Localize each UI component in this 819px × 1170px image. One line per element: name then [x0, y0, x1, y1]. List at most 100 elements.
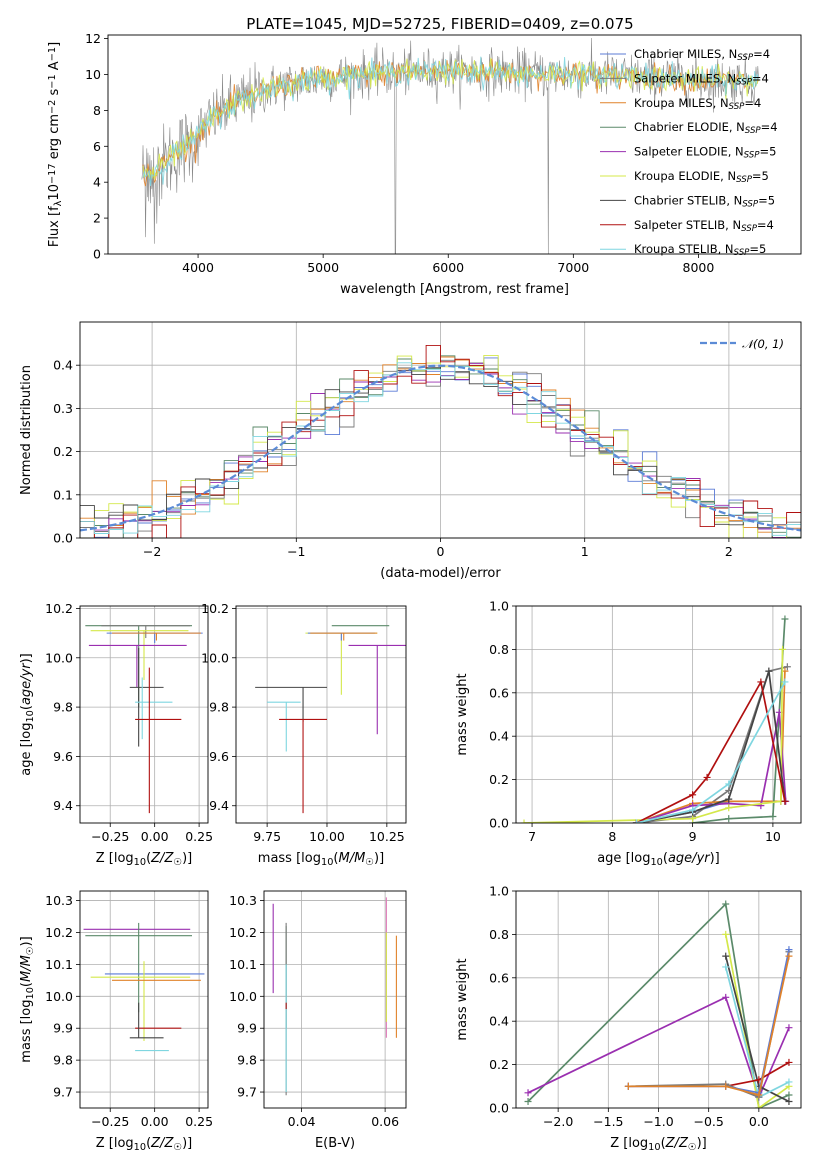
- x-axis-label: wavelength [Angstrom, rest frame]: [340, 282, 569, 297]
- mass-weight-line: [527, 996, 790, 1100]
- x-tick-label: −0.5: [693, 1114, 723, 1129]
- y-tick-label: 0.6: [489, 685, 509, 700]
- data-point-marker: [785, 946, 793, 954]
- y-tick-label: 9.8: [53, 1053, 73, 1068]
- histogram-step-line: [80, 344, 801, 538]
- x-tick-label: −2: [143, 544, 161, 559]
- mass-weight-line: [636, 681, 786, 823]
- legend-entry: Chabrier MILES, NSSP=4: [634, 47, 770, 63]
- x-tick-label: 0: [437, 544, 445, 559]
- data-point-marker: [765, 667, 773, 675]
- x-tick-label: 2: [725, 544, 733, 559]
- data-point-marker: [524, 1089, 532, 1097]
- data-point-marker: [689, 791, 697, 799]
- axes-frame: [79, 321, 802, 539]
- y-tick-label: 0.2: [489, 772, 509, 787]
- y-tick-label: 10.3: [45, 893, 73, 908]
- legend-entry: Kroupa ELODIE, NSSP=5: [634, 169, 769, 185]
- data-point-marker: [785, 1091, 793, 1099]
- data-point-marker: [624, 1082, 632, 1090]
- plot-area: [255, 625, 406, 814]
- data-point-marker: [722, 993, 730, 1001]
- mass-weight-line: [628, 955, 790, 1097]
- x-tick-label: −2.0: [543, 1114, 573, 1129]
- plot-area: [80, 344, 801, 538]
- data-point-marker: [689, 806, 697, 814]
- data-point-marker: [722, 1082, 730, 1090]
- plot-area: [524, 900, 793, 1108]
- x-tick-label: 1: [581, 544, 589, 559]
- y-axis-label: mass weight: [455, 673, 470, 755]
- x-axis-label: E(B-V): [315, 1136, 355, 1151]
- plot-area: [520, 615, 791, 823]
- legend-entry: Chabrier STELIB, NSSP=5: [634, 193, 775, 209]
- data-point-marker: [703, 773, 711, 781]
- x-tick-label: 7000: [557, 260, 589, 275]
- y-tick-label: 1.0: [489, 599, 509, 614]
- legend-entry: Kroupa STELIB, NSSP=5: [634, 242, 766, 258]
- y-tick-label: 10.2: [229, 925, 257, 940]
- data-point-marker: [781, 797, 789, 805]
- data-point-marker: [689, 815, 697, 823]
- y-tick-label: 8: [93, 103, 101, 118]
- mass-vs-ebv-panel: 0.04 0.06 9.7 9.8 9.9 10.0 10.1 10.2 10.3 E(B-V): [229, 890, 407, 1151]
- x-tick-label: 5000: [307, 260, 339, 275]
- data-point-marker: [722, 900, 730, 908]
- x-axis-label: mass [log10(M/M☉)]: [258, 851, 384, 868]
- x-axis-label: age [log10(age/yr)]: [597, 851, 720, 868]
- y-tick-label: 10.3: [229, 893, 257, 908]
- data-point-marker: [781, 678, 789, 686]
- legend-entry: Chabrier ELODIE, NSSP=4: [634, 120, 778, 136]
- y-tick-label: 10.0: [45, 650, 73, 665]
- y-tick-label: 9.9: [237, 1021, 257, 1036]
- y-axis-label: mass weight: [455, 958, 470, 1040]
- y-tick-label: 0: [93, 247, 101, 262]
- data-point-marker: [781, 615, 789, 623]
- y-tick-label: 9.8: [209, 700, 229, 715]
- y-tick-label: 10.2: [201, 601, 229, 616]
- y-tick-label: 0.0: [53, 531, 73, 546]
- x-tick-label: 10: [765, 829, 781, 844]
- data-point-marker: [520, 819, 528, 823]
- data-point-marker: [524, 1097, 532, 1105]
- y-tick-label: 1.0: [489, 884, 509, 899]
- data-point-marker: [755, 1091, 763, 1099]
- plot-area: [272, 897, 397, 1096]
- figure-title: PLATE=1045, MJD=52725, FIBERID=0409, z=0…: [246, 15, 633, 33]
- axes-frame: [515, 605, 802, 824]
- y-tick-label: 0.0: [489, 816, 509, 831]
- y-axis-label: Flux [fλ10−17 erg cm−2 s−1 A−1]: [47, 42, 64, 247]
- x-tick-label: 0.06: [371, 1114, 399, 1129]
- x-axis-label: (data-model)/error: [380, 566, 501, 581]
- data-point-marker: [783, 663, 791, 671]
- x-tick-label: 7: [528, 829, 536, 844]
- spectrum-legend: Chabrier MILES, NSSP=4 Salpeter MILES, NS…: [600, 47, 778, 258]
- data-point-marker: [722, 930, 730, 938]
- x-tick-label: 0.00: [141, 829, 169, 844]
- x-tick-label: 0.25: [185, 829, 213, 844]
- y-tick-label: 9.6: [209, 749, 229, 764]
- plot-area: [85, 625, 203, 814]
- x-axis-label: Z [log10(Z/Z☉)]: [610, 1136, 707, 1153]
- mass-weight-vs-metallicity-panel: −2.0 −1.5 −1.0 −0.5 0.0 0.0 0.2 0.4 0.6 0.8 1.0 Z […: [455, 884, 802, 1153]
- data-point-marker: [722, 952, 730, 960]
- y-axis-label: mass [log10(M/M☉)]: [19, 936, 36, 1062]
- y-tick-label: 10.2: [45, 601, 73, 616]
- data-point-marker: [769, 812, 777, 820]
- data-point-marker: [725, 780, 733, 788]
- mass-weight-line: [724, 934, 790, 1108]
- y-tick-label: 0.2: [53, 444, 73, 459]
- data-point-marker: [722, 963, 730, 971]
- y-tick-label: 2: [93, 211, 101, 226]
- y-tick-label: 0.1: [53, 487, 73, 502]
- data-point-marker: [785, 1024, 793, 1032]
- x-tick-label: −0.25: [91, 1114, 129, 1129]
- y-tick-label: 0.4: [53, 358, 73, 373]
- gaussian-reference-line: [80, 364, 801, 532]
- y-tick-label: 9.6: [53, 749, 73, 764]
- plot-area: [83, 922, 205, 1052]
- y-axis-label: age [log10(age/yr)]: [19, 653, 36, 776]
- data-point-marker: [785, 1058, 793, 1066]
- axes-frame: [79, 890, 209, 1109]
